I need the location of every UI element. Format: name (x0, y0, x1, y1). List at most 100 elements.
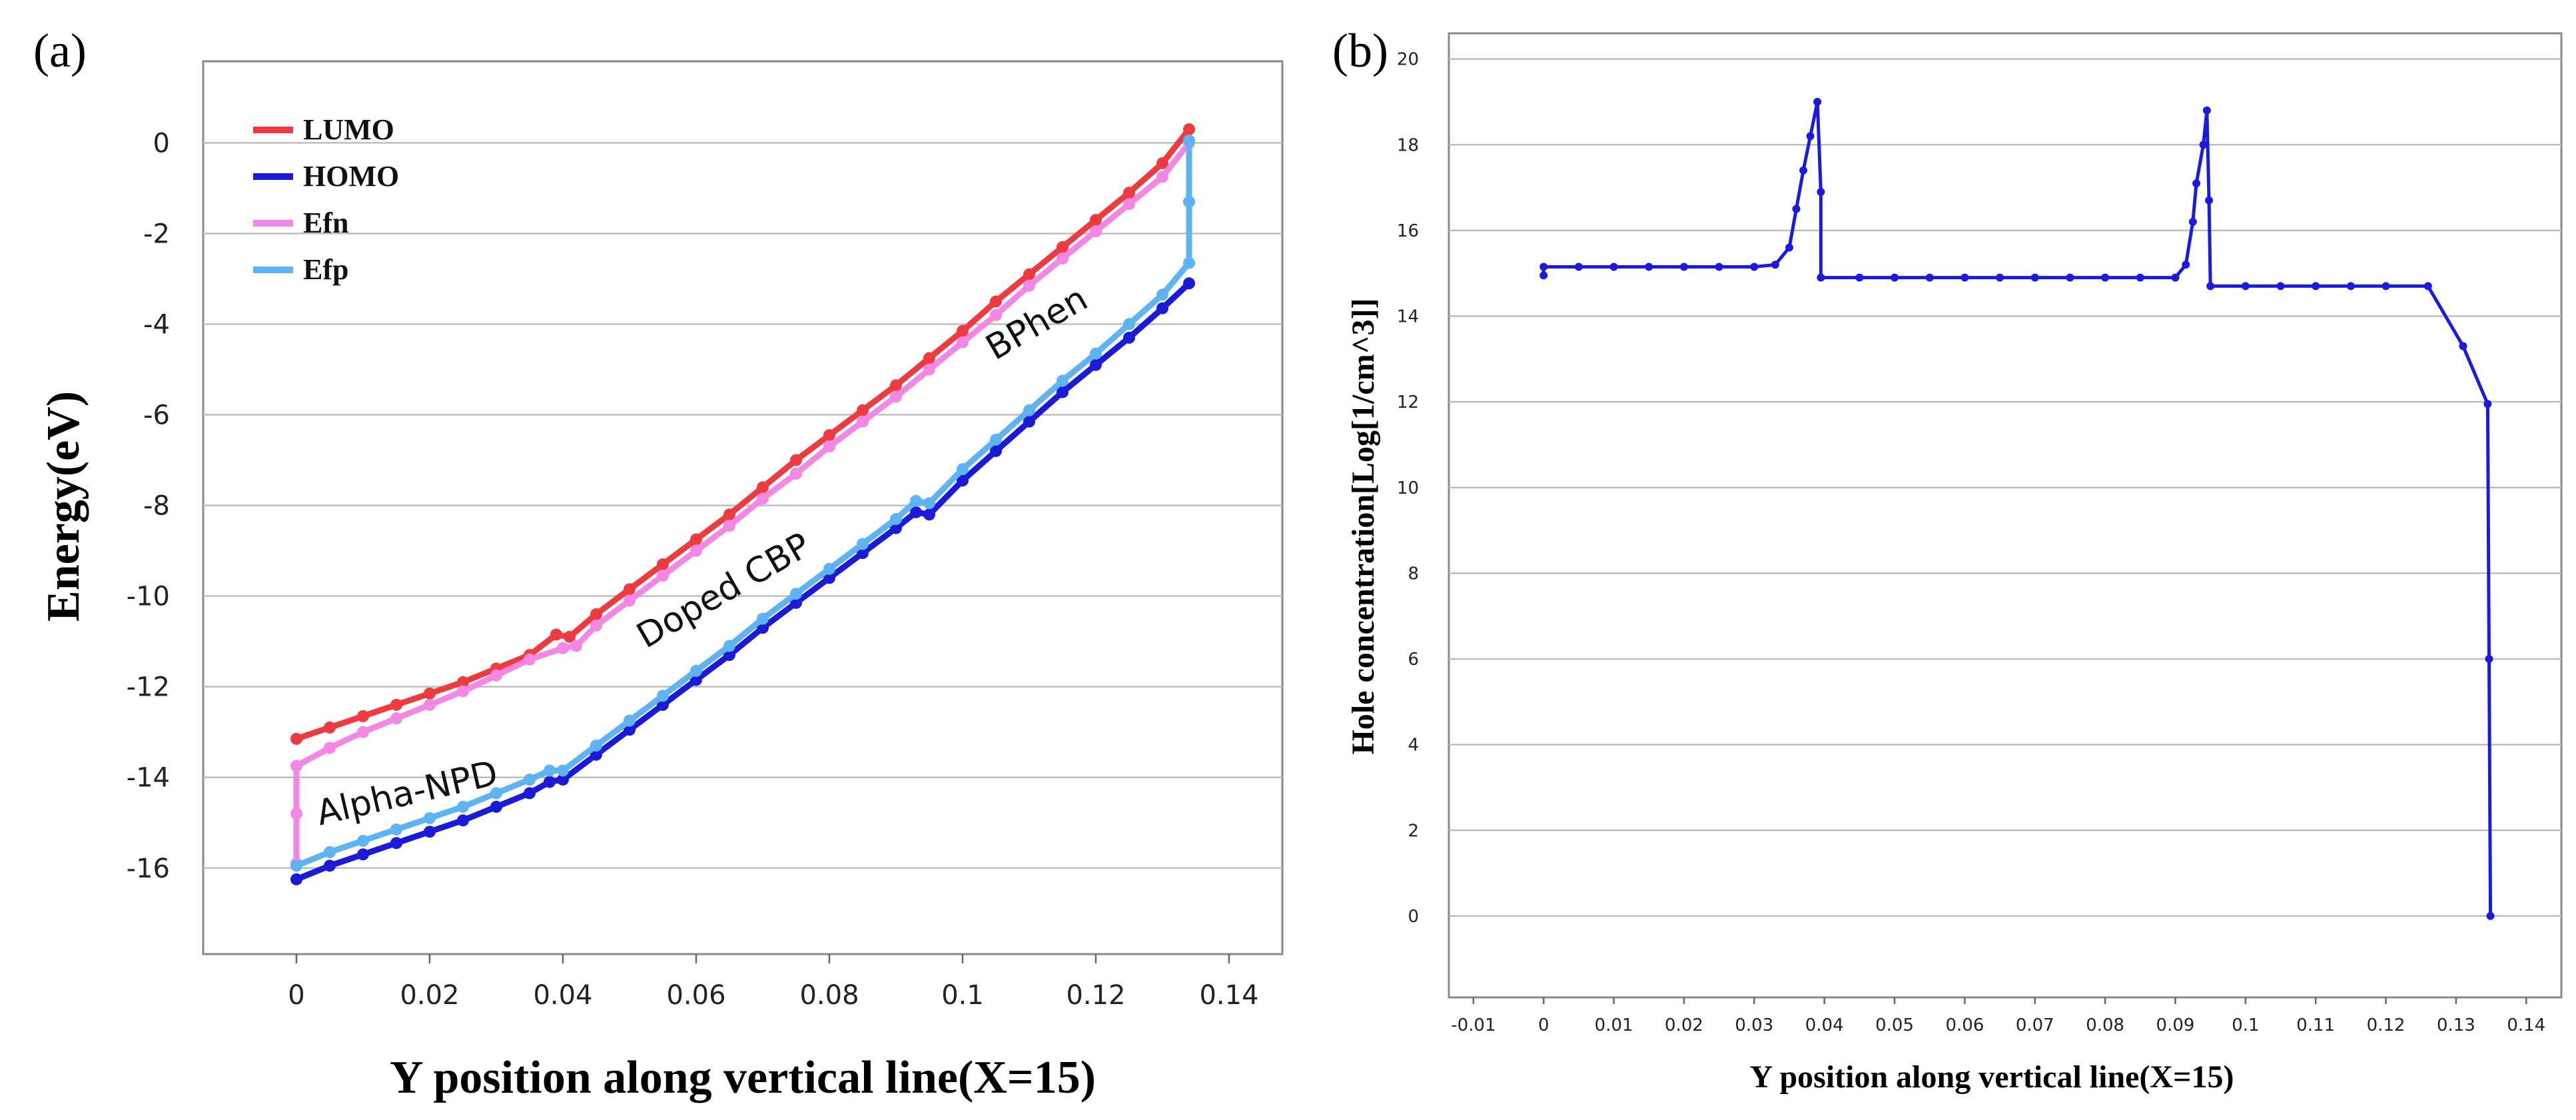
efp-point (1183, 195, 1195, 208)
lumo-point (324, 721, 336, 734)
efp-point (424, 812, 436, 824)
series-1-point (2423, 282, 2432, 290)
x-tick-label: 0.02 (1665, 1015, 1703, 1035)
series-1-point (1891, 273, 1899, 282)
series-1-point (1813, 97, 1822, 106)
chart-a-y-ticks: 0 -2 -4 -6 -8 -10 -12 -14 -16 (127, 128, 170, 883)
efp-point (557, 764, 569, 777)
lumo-point (457, 676, 469, 688)
homo-point (690, 674, 702, 686)
x-tick-label: 0.12 (2367, 1015, 2405, 1035)
series-1-point (2030, 273, 2039, 282)
efn-point (1090, 225, 1102, 238)
homo-point (290, 873, 302, 885)
homo-point (1123, 331, 1135, 344)
chart-b-frame (1448, 32, 2563, 999)
homo-point (457, 814, 469, 827)
homo-point (357, 848, 369, 861)
x-tick-label: 0.03 (1735, 1015, 1773, 1035)
chart-a-legend: LUMO HOMO Efn Efp (253, 113, 399, 286)
homo-point (890, 522, 902, 534)
efp-point (657, 690, 669, 702)
series-1-point (2312, 282, 2320, 290)
chart-b-y-ticks: 0 2 4 6 8 10 12 14 16 18 20 (1397, 50, 1419, 927)
homo-point (657, 698, 669, 711)
lumo-point (923, 352, 935, 364)
series-1-point (2171, 273, 2180, 282)
series-1-point (2486, 911, 2495, 920)
lumo-point (1023, 268, 1035, 280)
chart-b-grid (1449, 58, 2561, 917)
series-1-point (2276, 282, 2285, 290)
efp-point (1123, 318, 1135, 330)
efn-point (490, 669, 502, 682)
legend-label-efn: Efn (303, 207, 348, 239)
series-1-point (2485, 654, 2493, 663)
series-1-point (2066, 273, 2074, 282)
efn-point (657, 570, 669, 582)
efp-point (757, 612, 769, 625)
y-tick-label: 8 (1408, 564, 1419, 584)
x-tick-label: 0.04 (1805, 1015, 1844, 1035)
y-tick-label: 18 (1397, 135, 1419, 155)
lumo-point (723, 508, 735, 521)
series-1-point (1806, 132, 1815, 141)
x-tick-label: 0.05 (1875, 1015, 1914, 1035)
series-1-point (1996, 273, 2004, 282)
lumo-point (790, 454, 802, 466)
series-1-point (1750, 263, 1759, 271)
series-1-point (1785, 243, 1794, 252)
homo-point (390, 837, 402, 849)
series-1-point (2205, 196, 2214, 205)
x-tick-label: 0.04 (533, 980, 592, 1011)
lumo-point (757, 481, 769, 494)
y-tick-label: 6 (1408, 650, 1419, 670)
x-tick-label: 0.06 (1945, 1015, 1984, 1035)
lumo-point (590, 608, 602, 620)
y-tick-label: 2 (1408, 821, 1419, 841)
efp-point (1183, 135, 1195, 147)
efn-point (524, 653, 536, 666)
efp-line (295, 141, 1192, 869)
efn-point (290, 808, 302, 820)
y-tick-label: 12 (1397, 392, 1419, 412)
y-tick-label: -4 (143, 310, 170, 340)
y-tick-label: 14 (1397, 307, 1419, 327)
efp-point (324, 845, 336, 858)
x-tick-label: 0.06 (666, 980, 725, 1011)
efp-point (1023, 404, 1035, 416)
series-1-point (2346, 282, 2355, 290)
series-1-point (1609, 263, 1618, 271)
y-tick-label: -6 (143, 400, 170, 431)
y-tick-label: 16 (1397, 221, 1419, 241)
efp-point (890, 513, 902, 526)
lumo-point (890, 379, 902, 392)
efp-point (823, 562, 835, 575)
lumo-point (1057, 241, 1069, 253)
efp-point (923, 497, 935, 510)
lumo-point (957, 324, 969, 337)
chart-b-y-axis-label: Hole concentration[Log[1/cm^3]] (1346, 298, 1381, 754)
efn-point (357, 726, 369, 738)
homo-point (790, 596, 802, 609)
lumo-point (357, 710, 369, 722)
lumo-point (690, 533, 702, 546)
y-tick-label: -2 (143, 219, 170, 249)
lumo-point (1090, 214, 1102, 227)
efp-point (390, 823, 402, 836)
efn-point (1123, 198, 1135, 211)
efp-point (357, 834, 369, 847)
chart-a-frame (202, 60, 1284, 955)
efp-point (524, 774, 536, 786)
x-tick-label: 0.14 (2507, 1015, 2545, 1035)
efn-point (1156, 171, 1168, 183)
efn-point (424, 698, 436, 711)
y-tick-label: 10 (1397, 478, 1419, 498)
y-tick-label: 20 (1397, 50, 1419, 70)
homo-point (544, 776, 556, 788)
homo-point (324, 859, 336, 872)
efp-point (910, 494, 922, 507)
series-1-point (1855, 273, 1864, 282)
homo-point (1090, 358, 1102, 371)
